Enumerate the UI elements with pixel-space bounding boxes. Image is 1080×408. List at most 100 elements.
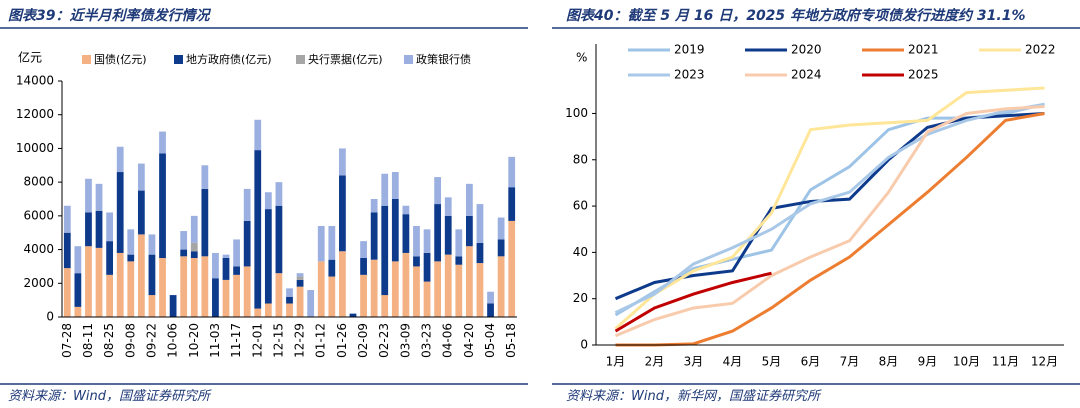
bar-segment — [243, 220, 251, 267]
x-tick-label: 5月 — [762, 355, 782, 369]
bar-segment — [339, 175, 346, 252]
bar-segment — [74, 246, 82, 274]
bar-segment — [370, 199, 378, 213]
bar-segment — [222, 254, 230, 258]
chart-title: 图表40：截至 5 月 16 日，2025 年地方政府专项债发行进度约 31.1… — [566, 7, 1025, 24]
line — [614, 102, 1045, 314]
x-tick-label: 09-22 — [144, 323, 158, 358]
x-tick-label: 3月 — [684, 355, 704, 369]
legend-label: 2025 — [908, 68, 939, 82]
x-tick-label: 10-06 — [166, 323, 180, 358]
legend-label: 2023 — [674, 68, 705, 82]
bar-segment — [243, 188, 251, 221]
y-axis-label: % — [576, 51, 587, 65]
bar-segment — [434, 204, 442, 262]
bar-segment — [413, 256, 420, 267]
x-tick-label: 10月 — [953, 355, 980, 369]
bar-segment — [190, 215, 198, 243]
bar-segment — [370, 259, 378, 317]
bar-segment — [190, 242, 198, 252]
bar-segment — [264, 303, 272, 317]
bar-segment — [63, 232, 71, 269]
legend-label: 国债(亿元) — [94, 52, 147, 66]
bar-segment — [148, 295, 156, 317]
bar-segment — [190, 251, 198, 258]
bar-segment — [95, 210, 103, 248]
x-tick-label: 04-06 — [441, 323, 455, 358]
bar-segment — [296, 279, 304, 287]
bar-segment — [317, 261, 325, 317]
source: 资料来源：Wind，新华网，国盛证券研究所 — [566, 388, 822, 404]
bar-segment — [360, 274, 367, 317]
bar-segment — [381, 205, 389, 296]
bar-segment — [137, 190, 145, 235]
x-tick-label: 1月 — [606, 355, 626, 369]
bar-segment — [212, 252, 219, 279]
bar-segment — [190, 258, 198, 317]
legend-label: 2021 — [908, 43, 939, 57]
line — [614, 105, 1045, 338]
bar-segment — [286, 288, 293, 297]
bar-segment — [74, 273, 82, 307]
bar-segment — [137, 234, 145, 317]
legend-label: 2019 — [674, 43, 705, 57]
bar-segment — [349, 313, 357, 317]
x-tick-label: 08-11 — [81, 323, 95, 358]
bar-segment — [264, 209, 272, 304]
bar-segment — [381, 295, 389, 317]
bar-segment — [508, 156, 516, 188]
y-tick-label: 4000 — [23, 242, 54, 256]
bar-segment — [360, 258, 367, 275]
bar-segment — [444, 254, 452, 317]
bar-segment — [444, 197, 452, 216]
bar-segment — [455, 264, 463, 317]
bar-segment — [487, 303, 494, 317]
x-tick-label: 02-09 — [356, 323, 370, 358]
x-tick-label: 03-09 — [398, 323, 412, 358]
source: 资料来源：Wind，国盛证券研究所 — [8, 388, 212, 404]
bar-segment — [391, 261, 399, 317]
line — [615, 111, 1045, 347]
y-tick-label: 80 — [573, 152, 588, 166]
x-tick-label: 09-08 — [123, 323, 137, 358]
bar-segment — [201, 188, 209, 257]
y-tick-label: 8000 — [23, 175, 54, 189]
bar-segment — [159, 258, 166, 317]
bar-segment — [275, 182, 283, 206]
bar-segment — [63, 268, 71, 317]
bar-segment — [508, 220, 516, 317]
bar-segment — [487, 291, 494, 304]
x-tick-label: 10-20 — [187, 323, 201, 358]
x-tick-label: 11-17 — [229, 323, 243, 358]
bar-segment — [212, 278, 219, 317]
bar-segment — [264, 192, 272, 210]
bar-segment — [402, 214, 410, 253]
line — [614, 102, 1045, 317]
y-tick-label: 2000 — [23, 276, 54, 290]
legend-label: 央行票据(亿元) — [308, 52, 383, 66]
bar-segment — [254, 119, 262, 151]
bar-segment — [116, 146, 124, 173]
bar-segment — [497, 256, 505, 317]
bar-segment — [106, 241, 114, 275]
bar-segment — [465, 183, 473, 216]
x-tick-label: 6月 — [801, 355, 821, 369]
bar-segment — [391, 199, 399, 262]
y-tick-label: 40 — [573, 245, 588, 259]
bar-segment — [296, 286, 304, 317]
legend-swatch — [174, 55, 183, 64]
bar-segment — [296, 276, 304, 280]
x-tick-label: 04-20 — [462, 323, 476, 358]
bar-segment — [328, 225, 336, 260]
x-tick-label: 11-03 — [208, 323, 222, 358]
bar-segment — [159, 153, 166, 258]
bar-segment — [137, 163, 145, 191]
bar-segment — [423, 252, 431, 282]
bar-segment — [476, 242, 484, 264]
bar-segment — [85, 178, 92, 213]
legend-swatch — [82, 55, 91, 64]
bar-segment — [497, 239, 505, 257]
bar-segment — [180, 249, 188, 257]
x-tick-label: 02-23 — [377, 323, 391, 358]
legend-label: 政策银行债 — [416, 52, 471, 66]
